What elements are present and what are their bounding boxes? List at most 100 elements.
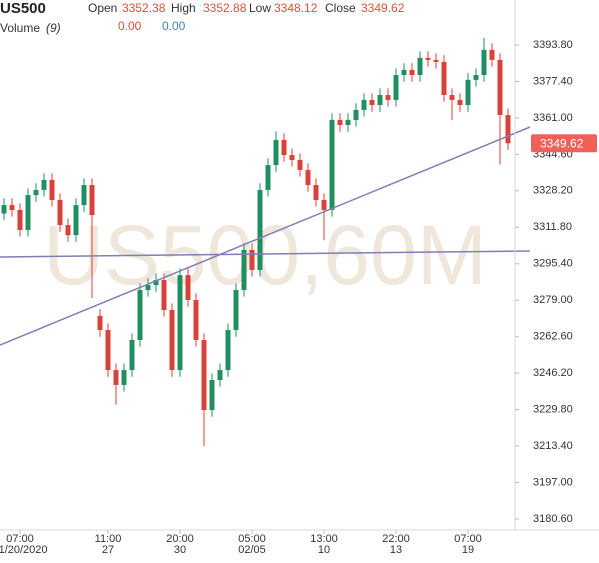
candle-body bbox=[1, 205, 7, 214]
candle-body bbox=[33, 189, 39, 196]
candle-body bbox=[249, 249, 255, 270]
y-tick-label: 3377.40 bbox=[533, 75, 573, 87]
x-tick-label: 05:00 bbox=[238, 533, 266, 545]
volume-value: 0.00 bbox=[162, 19, 186, 33]
candle-body bbox=[153, 279, 159, 286]
trend-line bbox=[0, 126, 531, 346]
y-tick-label: 3328.20 bbox=[533, 185, 573, 197]
legend-value: 3352.88 bbox=[203, 1, 247, 15]
candle-body bbox=[177, 275, 183, 371]
candle-body bbox=[281, 139, 287, 156]
candle-body bbox=[121, 370, 127, 385]
candle-body bbox=[41, 179, 47, 190]
candle-body bbox=[105, 330, 111, 371]
candle-body bbox=[137, 290, 143, 341]
candle-body bbox=[497, 59, 503, 116]
legend: US500 Volume (9) Open 3352.38 High 3352.88 L… bbox=[0, 0, 405, 35]
candle-body bbox=[401, 69, 407, 76]
candle-body bbox=[129, 340, 135, 371]
candle-body bbox=[449, 95, 455, 100]
axis-labels: 3180.60 3197.00 3213.40 3229.80 3246.20 3262.… bbox=[0, 39, 597, 556]
candle-body bbox=[89, 185, 95, 216]
candle-body bbox=[465, 79, 471, 106]
candle-body bbox=[193, 300, 199, 341]
x-tick-label: 07:00 bbox=[454, 533, 482, 545]
candle-body bbox=[209, 380, 215, 411]
x-tick-date: 01/20/2020 bbox=[0, 544, 48, 556]
x-tick-label: 13:00 bbox=[310, 533, 338, 545]
candle-body bbox=[65, 225, 71, 236]
legend-label: Close bbox=[325, 1, 356, 15]
legend-label: High bbox=[171, 1, 196, 15]
candle-body bbox=[489, 49, 495, 60]
candle-body bbox=[457, 99, 463, 106]
y-tick-label: 3229.80 bbox=[533, 404, 573, 416]
candle-body bbox=[57, 199, 63, 226]
x-tick-label: 20:00 bbox=[166, 533, 194, 545]
candle-body bbox=[145, 285, 151, 291]
y-tick-label: 3295.40 bbox=[533, 258, 573, 270]
candle-body bbox=[81, 185, 87, 206]
y-tick-label: 3197.00 bbox=[533, 476, 573, 488]
candle-body bbox=[297, 159, 303, 170]
candle-body bbox=[273, 139, 279, 166]
plot-area bbox=[1, 37, 511, 447]
candle-body bbox=[417, 57, 423, 76]
y-tick-label: 3393.80 bbox=[533, 39, 573, 51]
candle-body bbox=[161, 279, 167, 311]
candle-body bbox=[313, 185, 319, 200]
candle-body bbox=[113, 370, 119, 385]
candle-body bbox=[233, 290, 239, 331]
x-tick-date: 13 bbox=[390, 544, 402, 556]
candle-body bbox=[225, 330, 231, 371]
candle-body bbox=[217, 370, 223, 381]
x-tick-label: 11:00 bbox=[95, 533, 122, 545]
y-tick-label: 3213.40 bbox=[533, 440, 573, 452]
candle-body bbox=[25, 195, 31, 230]
candle-body bbox=[321, 199, 327, 210]
y-tick-label: 3361.00 bbox=[533, 112, 573, 124]
candle-body bbox=[473, 75, 479, 80]
candle-body bbox=[97, 315, 103, 331]
horizontal-line bbox=[0, 250, 531, 258]
candle-body bbox=[337, 119, 343, 126]
candle-body bbox=[201, 340, 207, 411]
candle-body bbox=[169, 310, 175, 371]
candle-body bbox=[425, 57, 431, 60]
candle-body bbox=[481, 49, 487, 76]
y-tick-label: 3262.60 bbox=[533, 331, 573, 343]
candle-body bbox=[265, 165, 271, 190]
candle-body bbox=[505, 115, 511, 144]
legend-value: 3352.38 bbox=[122, 1, 166, 15]
x-tick-date: 10 bbox=[318, 544, 330, 556]
candle-body bbox=[73, 205, 79, 236]
legend-value: 3348.12 bbox=[274, 1, 318, 15]
symbol: US500 bbox=[0, 0, 46, 17]
candle-body bbox=[433, 59, 439, 62]
volume-label: Volume bbox=[0, 21, 40, 35]
x-tick-date: 30 bbox=[174, 544, 186, 556]
x-tick-date: 02/05 bbox=[238, 544, 266, 556]
candle-body bbox=[289, 155, 295, 160]
candle-body bbox=[241, 249, 247, 291]
candle-body bbox=[377, 95, 383, 106]
last-price-badge bbox=[531, 134, 597, 153]
x-tick-date: 19 bbox=[462, 544, 474, 556]
candle-body bbox=[9, 205, 15, 210]
candle-body bbox=[305, 169, 311, 186]
x-tick-label: 22:00 bbox=[382, 533, 410, 545]
candle-body bbox=[49, 179, 55, 200]
last-price-label: 3349.62 bbox=[540, 136, 584, 150]
legend-value: 3349.62 bbox=[361, 1, 405, 15]
y-tick-label: 3180.60 bbox=[533, 513, 573, 525]
volume-period: (9) bbox=[46, 21, 61, 35]
candle-body bbox=[441, 61, 447, 96]
x-tick-date: 27 bbox=[102, 544, 114, 556]
candle-body bbox=[17, 209, 23, 230]
volume-value: 0.00 bbox=[118, 19, 142, 33]
y-tick-label: 3279.00 bbox=[533, 294, 573, 306]
candle-body bbox=[361, 99, 367, 110]
candle-body bbox=[185, 275, 191, 301]
candle-body bbox=[369, 99, 375, 106]
